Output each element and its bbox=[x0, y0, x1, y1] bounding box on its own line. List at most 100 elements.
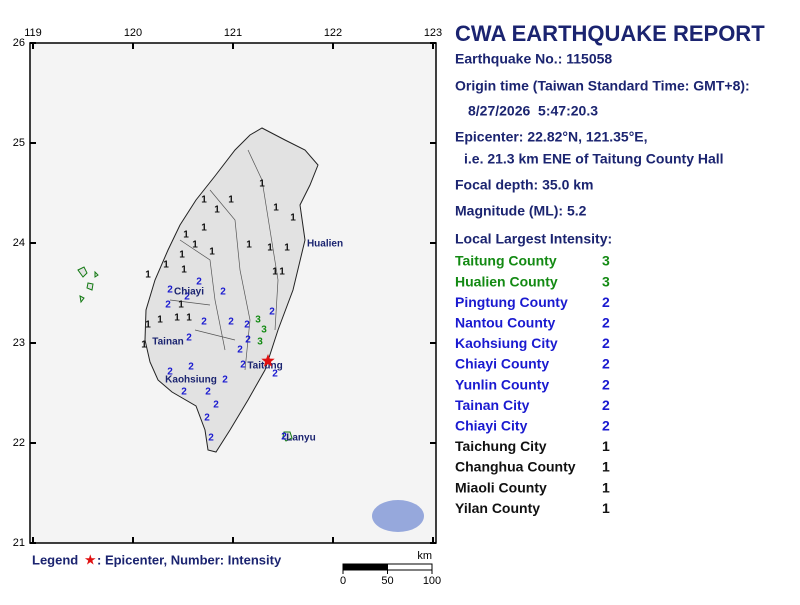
intensity-value: 1 bbox=[602, 479, 610, 495]
lon-tick-label: 123 bbox=[424, 27, 442, 39]
station-intensity: 2 bbox=[165, 300, 171, 311]
intensity-area: Kaohsiung City bbox=[455, 335, 558, 351]
station-intensity: 2 bbox=[220, 287, 226, 298]
station-intensity: 2 bbox=[188, 362, 194, 373]
station-intensity: 1 bbox=[141, 340, 147, 351]
station-intensity: 1 bbox=[273, 203, 279, 214]
intensity-area: Chiayi City bbox=[455, 418, 528, 434]
station-intensity: 2 bbox=[196, 277, 202, 288]
intensity-value: 2 bbox=[602, 397, 610, 413]
station-intensity: 3 bbox=[257, 337, 263, 348]
intensity-value: 3 bbox=[602, 253, 610, 269]
taiwan-outline bbox=[144, 127, 319, 453]
county-borders bbox=[169, 149, 279, 371]
intensity-value: 2 bbox=[602, 356, 610, 372]
lon-tick-label: 121 bbox=[224, 27, 242, 39]
intensity-area: Hualien County bbox=[455, 273, 558, 289]
place-label: Tainan bbox=[152, 337, 183, 348]
intensity-value: 1 bbox=[602, 500, 610, 516]
station-intensity: 1 bbox=[279, 267, 285, 278]
station-intensity: 3 bbox=[255, 315, 261, 326]
place-label: Lanyu bbox=[286, 433, 315, 444]
intensity-value: 3 bbox=[602, 273, 610, 289]
intensity-area: Tainan City bbox=[455, 397, 530, 413]
intensity-heading: Local Largest Intensity: bbox=[455, 231, 612, 247]
station-intensity: 1 bbox=[214, 205, 220, 216]
station-intensity: 2 bbox=[237, 345, 243, 356]
station-intensity: 1 bbox=[145, 270, 151, 281]
station-intensity: 1 bbox=[201, 195, 207, 206]
place-label: Taitung bbox=[247, 361, 282, 372]
focal-depth: Focal depth: 35.0 km bbox=[455, 177, 593, 193]
scale-segment bbox=[387, 563, 433, 571]
station-intensity: 2 bbox=[244, 320, 250, 331]
station-intensity: 1 bbox=[181, 265, 187, 276]
lat-tick-label: 21 bbox=[13, 537, 25, 549]
station-intensity: 2 bbox=[213, 400, 219, 411]
legend-text: : Epicenter, Number: Intensity bbox=[97, 552, 282, 567]
station-intensity: 1 bbox=[267, 243, 273, 254]
intensity-value: 1 bbox=[602, 459, 610, 475]
station-intensity: 1 bbox=[290, 213, 296, 224]
epicenter: Epicenter: 22.82°N, 121.35°E, bbox=[455, 129, 648, 145]
station-intensity: 3 bbox=[261, 325, 267, 336]
lanyu-island bbox=[282, 431, 293, 442]
lat-tick-label: 22 bbox=[13, 437, 25, 449]
station-intensity: 1 bbox=[183, 230, 189, 241]
station-intensity: 1 bbox=[246, 240, 252, 251]
station-intensity: 2 bbox=[181, 387, 187, 398]
station-intensity: 2 bbox=[272, 369, 278, 380]
station-intensity: 2 bbox=[167, 367, 173, 378]
intensity-value: 2 bbox=[602, 315, 610, 331]
origin-label: Origin time (Taiwan Standard Time: GMT+8… bbox=[455, 78, 750, 94]
station-intensity: 1 bbox=[228, 195, 234, 206]
station-intensity: 2 bbox=[186, 333, 192, 344]
station-intensity: 1 bbox=[163, 260, 169, 271]
station-intensity: 2 bbox=[208, 433, 214, 444]
magnitude: Magnitude (ML): 5.2 bbox=[455, 203, 587, 219]
scale-segment bbox=[342, 563, 388, 571]
station-intensity: 2 bbox=[184, 292, 190, 303]
place-label: Hualien bbox=[307, 239, 343, 250]
epicenter-detail: i.e. 21.3 km ENE of Taitung County Hall bbox=[464, 151, 724, 167]
intensity-area: Yunlin County bbox=[455, 376, 549, 392]
intensity-value: 2 bbox=[602, 294, 610, 310]
scale-label: 0 bbox=[340, 575, 346, 587]
station-intensity: 1 bbox=[157, 315, 163, 326]
intensity-value: 2 bbox=[602, 418, 610, 434]
intensity-area: Pingtung County bbox=[455, 294, 568, 310]
station-intensity: 1 bbox=[174, 313, 180, 324]
station-intensity: 1 bbox=[201, 223, 207, 234]
intensity-area: Changhua County bbox=[455, 459, 576, 475]
station-intensity: 1 bbox=[179, 250, 185, 261]
intensity-area: Taichung City bbox=[455, 438, 547, 454]
lon-tick-label: 122 bbox=[324, 27, 342, 39]
report-title: CWA EARTHQUAKE REPORT bbox=[455, 21, 765, 46]
legend-symbol: ★ bbox=[84, 552, 97, 568]
station-intensity: 1 bbox=[272, 267, 278, 278]
station-intensity: 2 bbox=[201, 317, 207, 328]
lat-tick-label: 26 bbox=[13, 37, 25, 49]
station-intensity: 2 bbox=[245, 335, 251, 346]
scale-label: 100 bbox=[423, 575, 441, 587]
legend-title: Legend bbox=[32, 552, 78, 567]
lon-tick-label: 120 bbox=[124, 27, 142, 39]
lat-tick-label: 23 bbox=[13, 337, 25, 349]
station-intensity: 2 bbox=[240, 360, 246, 371]
station-intensity: 1 bbox=[178, 300, 184, 311]
station-intensity: 2 bbox=[205, 387, 211, 398]
place-label: Chiayi bbox=[174, 287, 204, 298]
penghu-islands bbox=[77, 266, 99, 304]
station-intensity: 1 bbox=[192, 240, 198, 251]
station-intensity: 2 bbox=[281, 432, 287, 443]
scale-label: 50 bbox=[381, 575, 393, 587]
lon-tick-label: 119 bbox=[24, 27, 42, 39]
station-intensity: 1 bbox=[209, 247, 215, 258]
earthquake-no: Earthquake No.: 115058 bbox=[455, 51, 612, 67]
epicenter-star bbox=[261, 354, 275, 367]
intensity-value: 1 bbox=[602, 438, 610, 454]
station-intensity: 2 bbox=[167, 285, 173, 296]
station-intensity: 1 bbox=[284, 243, 290, 254]
intensity-area: Chiayi County bbox=[455, 356, 549, 372]
